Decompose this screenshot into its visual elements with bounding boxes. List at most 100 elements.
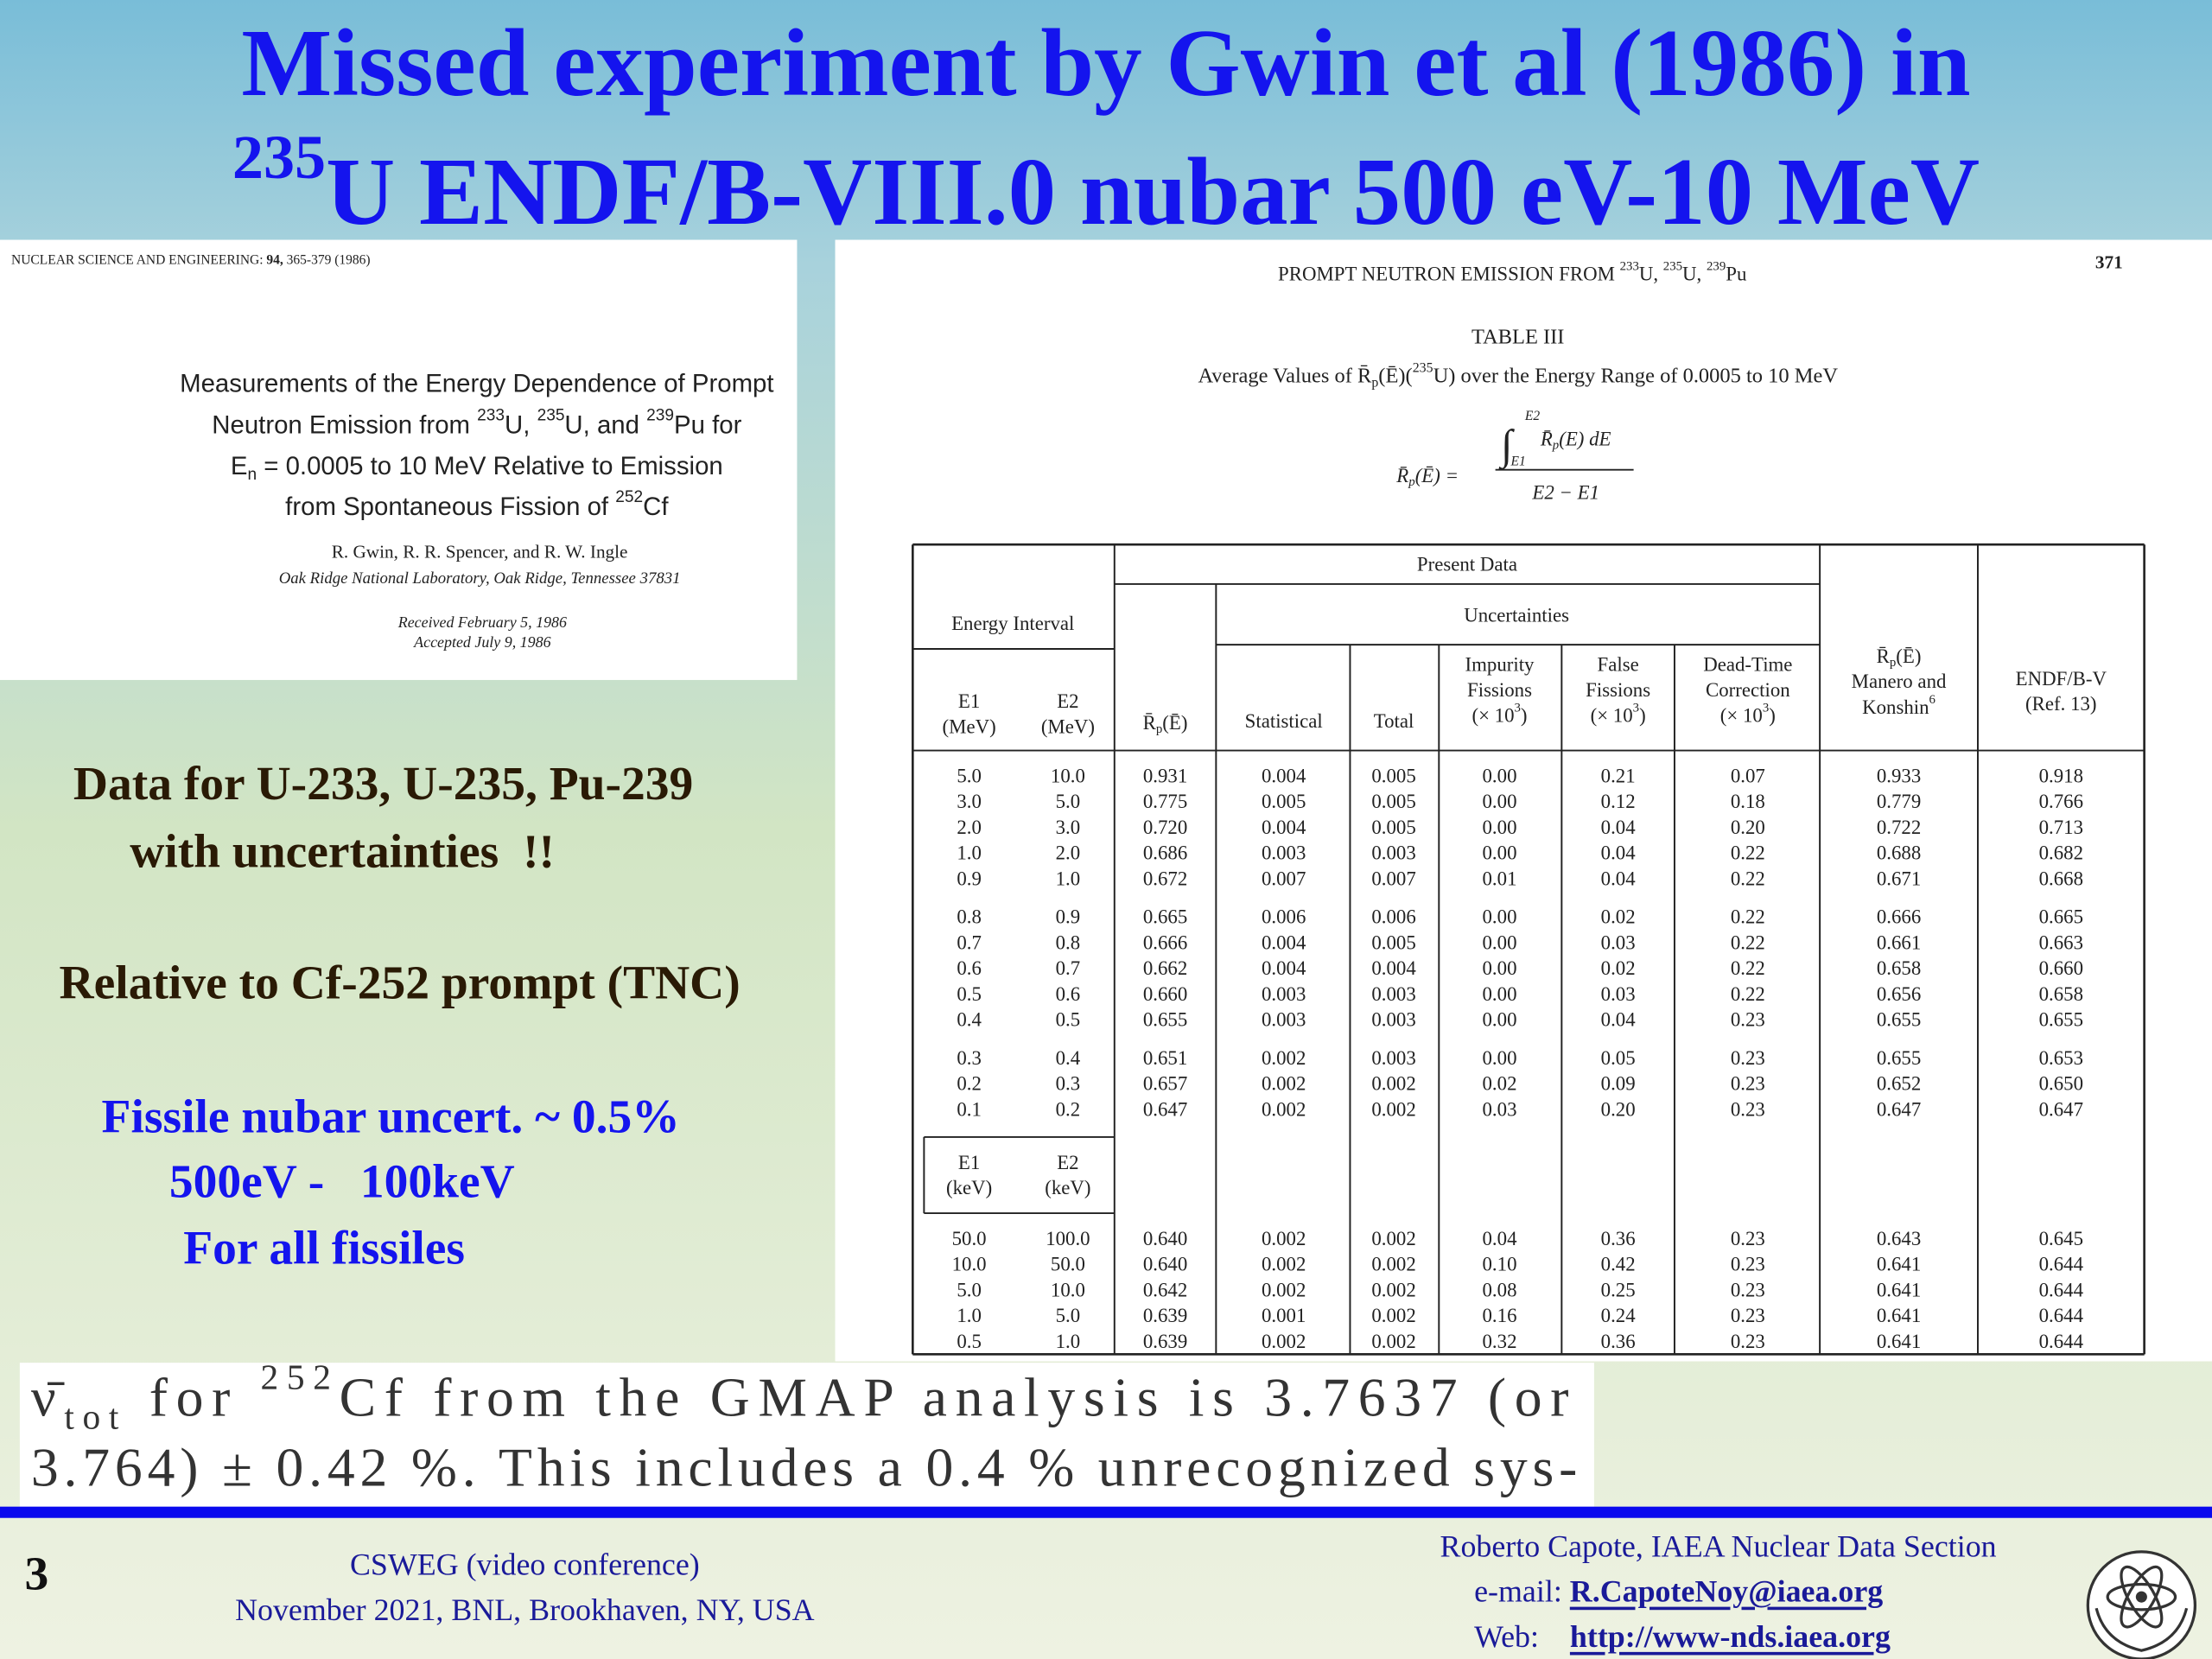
table-cell: 0.22 <box>1731 868 1765 889</box>
column-header: (MeV) <box>943 715 996 737</box>
table-cell: 0.05 <box>1601 1047 1636 1069</box>
table-cell: 0.007 <box>1262 868 1306 889</box>
table-cell: 0.003 <box>1262 983 1306 1005</box>
table-label: TABLE III <box>1471 326 1564 349</box>
column-header: Manero and <box>1852 671 1947 692</box>
table-cell: 0.003 <box>1371 983 1415 1005</box>
table-cell: 0.713 <box>2039 817 2083 838</box>
table-cell: 0.04 <box>1601 842 1637 864</box>
text-run: U, <box>1682 263 1707 284</box>
superscript: 239 <box>646 406 674 424</box>
superscript: 235 <box>232 123 326 192</box>
contact-link[interactable]: http://www-nds.iaea.org <box>1570 1619 1891 1654</box>
table-cell: 0.006 <box>1262 906 1306 928</box>
subscript: p <box>1552 439 1559 453</box>
formula-lower: E1 <box>1510 454 1526 468</box>
table-cell: 0.644 <box>2039 1305 2084 1326</box>
table-cell: 0.23 <box>1731 1305 1765 1326</box>
formula-lhs: R̄p(Ē) = <box>1395 465 1459 489</box>
text-run: U ENDF/B-VIII.0 nubar 500 eV-10 MeV <box>326 139 1980 245</box>
table-cell: 0.18 <box>1731 791 1765 812</box>
table-page-panel <box>835 239 2212 1362</box>
text-run: Pu for <box>674 410 742 439</box>
table-cell: 0.9 <box>957 868 982 889</box>
table-cell: 0.002 <box>1371 1254 1415 1275</box>
table-cell: 100.0 <box>1046 1228 1090 1249</box>
table-cell: 0.36 <box>1601 1331 1636 1352</box>
table-cell: 0.03 <box>1483 1098 1517 1120</box>
table-cell: 5.0 <box>1056 1305 1081 1326</box>
table-cell: 1.0 <box>957 842 982 864</box>
table-cell: 0.005 <box>1371 765 1415 786</box>
text-run: (× 10 <box>1591 704 1633 726</box>
table-cell: 0.00 <box>1483 791 1517 812</box>
table-cell: 0.666 <box>1143 931 1187 953</box>
table-cell: 0.00 <box>1483 765 1517 786</box>
table-cell: 0.007 <box>1371 868 1415 889</box>
table-cell: 0.00 <box>1483 931 1517 953</box>
column-header: E1 <box>958 1152 980 1173</box>
table-cell: 3.0 <box>1056 817 1081 838</box>
table-cell: 2.0 <box>957 817 982 838</box>
table-cell: 0.655 <box>2039 1009 2083 1031</box>
table-cell: 0.01 <box>1483 868 1517 889</box>
contact-link[interactable]: R.CapoteNoy@iaea.org <box>1570 1574 1884 1609</box>
table-cell: 0.04 <box>1601 868 1637 889</box>
table-cell: 0.005 <box>1371 791 1415 812</box>
table-cell: 0.933 <box>1877 765 1921 786</box>
table-cell: 0.8 <box>957 906 982 928</box>
text-run: (Ē) <box>1896 645 1921 667</box>
text-run: (× 10 <box>1471 704 1514 726</box>
table-cell: 0.04 <box>1483 1228 1518 1249</box>
contact-label: Web: <box>1474 1619 1570 1654</box>
table-cell: 0.002 <box>1371 1305 1415 1326</box>
table-cell: 0.4 <box>1056 1047 1081 1069</box>
text-run: NUCLEAR SCIENCE AND ENGINEERING: <box>11 252 266 267</box>
table-cell: 0.00 <box>1483 957 1517 979</box>
table-cell: 0.644 <box>2039 1279 2084 1300</box>
table-cell: 5.0 <box>957 765 982 786</box>
group-heading: Present Data <box>1417 554 1517 575</box>
note: Relative to Cf-252 prompt (TNC) <box>60 957 741 1009</box>
note: 500eV - 100keV <box>169 1156 515 1209</box>
subscript: p <box>1890 656 1896 670</box>
table-cell: 0.002 <box>1262 1331 1306 1352</box>
table-cell: 0.722 <box>1877 817 1921 838</box>
table-cell: 0.775 <box>1143 791 1187 812</box>
column-header: E2 <box>1057 690 1078 712</box>
journal-line: NUCLEAR SCIENCE AND ENGINEERING: 94, 365… <box>11 252 370 267</box>
table-cell: 0.02 <box>1483 1073 1517 1095</box>
footer-date: November 2021, BNL, Brookhaven, NY, USA <box>235 1592 815 1627</box>
table-cell: 0.22 <box>1731 983 1765 1005</box>
table-cell: 50.0 <box>952 1228 987 1249</box>
table-cell: 0.42 <box>1601 1254 1636 1275</box>
table-cell: 0.23 <box>1731 1047 1765 1069</box>
paper-accepted: Accepted July 9, 1986 <box>413 633 550 651</box>
text-run: ) <box>1639 704 1646 726</box>
table-cell: 0.005 <box>1262 791 1306 812</box>
table-cell: 10.0 <box>952 1254 987 1275</box>
table-cell: 0.643 <box>1877 1228 1921 1249</box>
table-cell: 0.2 <box>957 1073 982 1095</box>
text-run: (Ē)( <box>1378 364 1412 387</box>
paper-title-line: from Spontaneous Fission of 252Cf <box>285 488 669 520</box>
text-run: ) <box>1769 704 1776 726</box>
formula-integral: ∫ <box>1498 421 1516 471</box>
table-cell: 0.002 <box>1371 1073 1415 1095</box>
table-cell: 1.0 <box>1056 1331 1081 1352</box>
text-run: = 0.0005 to 10 MeV Relative to Emission <box>257 451 723 480</box>
table-cell: 0.006 <box>1371 906 1415 928</box>
note: Fissile nubar uncert. ~ 0.5% <box>102 1091 680 1144</box>
table-cell: 0.641 <box>1877 1331 1921 1352</box>
table-cell: 0.918 <box>2039 765 2083 786</box>
excerpt-line: 3.764) ± 0.42 %. This includes a 0.4 % u… <box>31 1436 1577 1497</box>
superscript: 3 <box>1515 702 1521 715</box>
column-header: (× 103) <box>1720 702 1776 726</box>
text-run: ) <box>1521 704 1528 726</box>
table-cell: 0.661 <box>1877 931 1921 953</box>
table-cell: 0.004 <box>1262 957 1306 979</box>
table-cell: 0.23 <box>1731 1098 1765 1120</box>
table-cell: 0.766 <box>2039 791 2083 812</box>
table-cell: 1.0 <box>957 1305 982 1326</box>
text-run: Cf <box>643 493 669 521</box>
